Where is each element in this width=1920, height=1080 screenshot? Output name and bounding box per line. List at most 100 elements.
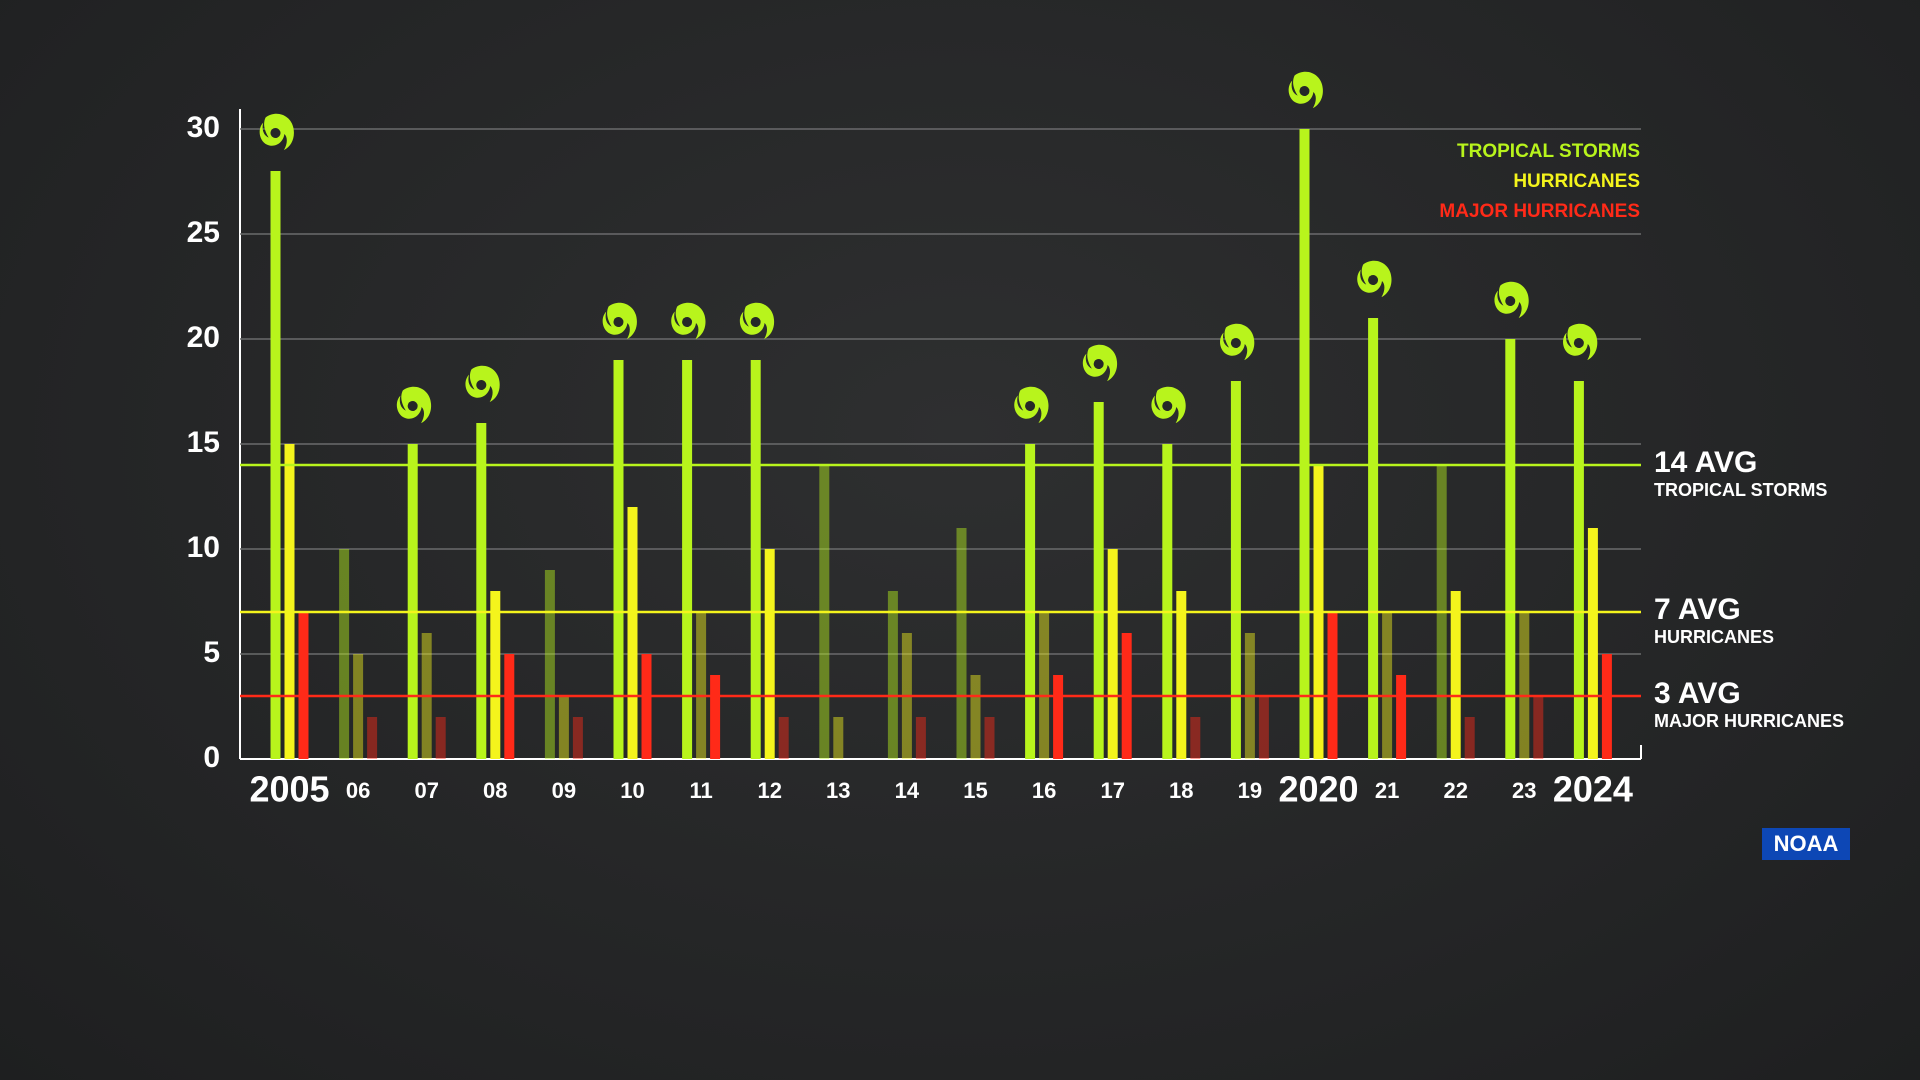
x-tick-label: 22 <box>1443 778 1467 803</box>
bar <box>1039 612 1050 759</box>
source-badge <box>1762 828 1850 860</box>
bar <box>833 717 844 759</box>
bar <box>1025 444 1036 759</box>
storm-icon-eye <box>750 317 761 327</box>
storm-icon <box>396 386 432 424</box>
bar <box>572 717 583 759</box>
bar <box>298 612 309 759</box>
bar <box>750 360 761 759</box>
bar <box>887 591 898 759</box>
storm-icon-eye <box>1368 275 1379 285</box>
grid: 0 5 10 15 20 25 30 <box>187 109 1642 774</box>
average-label: 7 AVG <box>1654 593 1741 626</box>
storm-icon <box>1082 344 1118 382</box>
x-tick-label: 16 <box>1032 778 1056 803</box>
bar <box>1299 129 1310 759</box>
x-tick-label: 06 <box>346 778 370 803</box>
bar <box>1053 675 1064 759</box>
bar <box>1107 549 1118 759</box>
bar <box>367 717 378 759</box>
storm-icon-eye <box>613 317 624 327</box>
bar <box>641 654 652 759</box>
storm-icon <box>1494 281 1529 319</box>
average-label: 3 AVG <box>1654 677 1741 710</box>
bar <box>1505 339 1516 759</box>
legend-entry: MAJOR HURRICANES <box>1439 201 1640 222</box>
storm-icon-eye <box>1025 401 1036 411</box>
source: NOAA <box>1774 831 1839 856</box>
storm-icon-eye <box>270 128 281 138</box>
bar <box>1519 612 1530 759</box>
x-tick-label: 09 <box>552 778 576 803</box>
x-tick-label: 15 <box>963 778 987 803</box>
bar <box>1587 528 1598 759</box>
storm-icon <box>1357 260 1392 298</box>
bar <box>284 444 295 759</box>
bar <box>764 549 775 759</box>
x-tick-label: 07 <box>414 778 438 803</box>
bar <box>1573 381 1584 759</box>
storm-icon-eye <box>1573 338 1584 348</box>
y-tick-label: 30 <box>187 111 220 144</box>
x-tick-label: 19 <box>1238 778 1262 803</box>
bar <box>696 612 707 759</box>
storm-icon <box>1288 71 1323 109</box>
legend-entry: TROPICAL STORMS <box>1457 141 1640 162</box>
x-tick-label: 13 <box>826 778 850 803</box>
bar <box>407 444 418 759</box>
bar <box>1190 717 1201 759</box>
bar <box>1533 696 1544 759</box>
bar <box>1230 381 1241 759</box>
bar <box>1464 717 1475 759</box>
x-tick-label: 10 <box>620 778 644 803</box>
bar <box>1382 612 1393 759</box>
bar <box>1601 654 1612 759</box>
bar <box>1093 402 1104 759</box>
bar <box>682 360 693 759</box>
y-tick-label: 25 <box>187 216 220 249</box>
bars: 2005 06 07 08 09 10 11 12 13 14 15 16 17 18 19 2020 21 22… <box>249 129 1633 810</box>
storm-icon-eye <box>476 380 487 390</box>
y-tick-label: 0 <box>203 741 220 774</box>
bar <box>710 675 721 759</box>
bar <box>544 570 555 759</box>
storm-icon <box>465 365 500 403</box>
storm-icon <box>1014 386 1049 424</box>
storm-icon <box>739 302 775 340</box>
storm-icon <box>259 113 294 151</box>
average-name: HURRICANES <box>1654 627 1774 647</box>
average-name: MAJOR HURRICANES <box>1654 711 1844 731</box>
y-tick-label: 15 <box>187 426 220 459</box>
x-tick-label: 12 <box>757 778 781 803</box>
bar <box>353 654 364 759</box>
x-tick-label: 17 <box>1100 778 1124 803</box>
bar <box>476 423 487 759</box>
bar <box>435 717 446 759</box>
x-tick-label: 18 <box>1169 778 1193 803</box>
bar <box>1368 318 1379 759</box>
x-tick-label: 08 <box>483 778 507 803</box>
bar <box>490 591 501 759</box>
bar <box>339 549 350 759</box>
x-tick-label: 2024 <box>1553 769 1633 810</box>
legend-entry: HURRICANES <box>1513 171 1640 192</box>
storm-icon <box>1151 386 1186 424</box>
bar <box>613 360 624 759</box>
bar <box>956 528 967 759</box>
bar <box>970 675 981 759</box>
x-tick-label: 23 <box>1512 778 1536 803</box>
x-tick-label: 14 <box>895 778 920 803</box>
x-tick-label: 11 <box>689 778 712 803</box>
bar <box>1396 675 1407 759</box>
storm-icon <box>602 302 637 340</box>
bar <box>778 717 789 759</box>
storm-icon <box>1220 323 1255 361</box>
storm-icon-eye <box>1162 401 1173 411</box>
bar <box>1258 696 1269 759</box>
bar <box>627 507 638 759</box>
bar <box>915 717 926 759</box>
average-name: TROPICAL STORMS <box>1654 480 1827 500</box>
